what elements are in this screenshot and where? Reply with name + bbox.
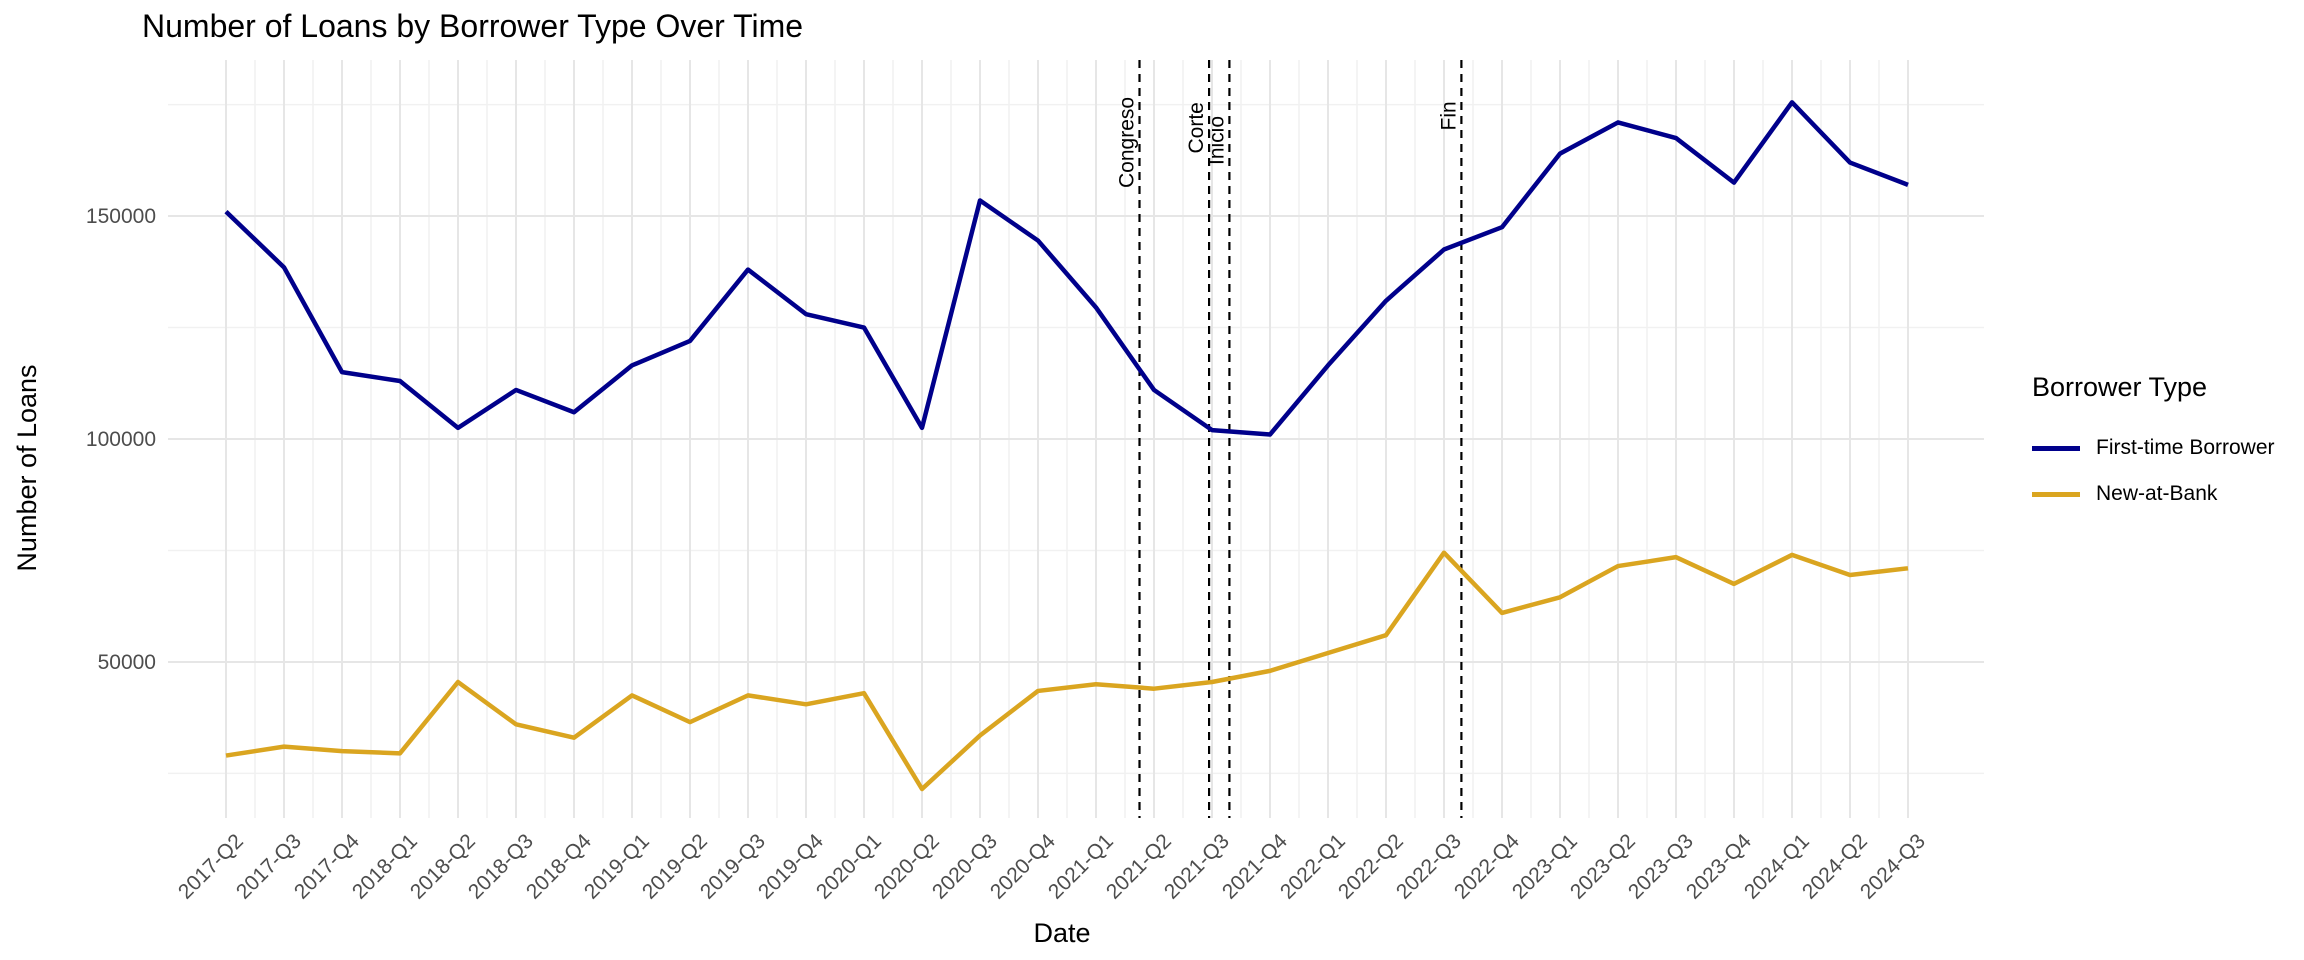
- annotation-label: Fin: [1437, 101, 1460, 130]
- x-tick-labels: 2017-Q22017-Q32017-Q42018-Q12018-Q22018-…: [174, 829, 1930, 903]
- x-tick-label: 2024-Q3: [1856, 830, 1930, 904]
- annotation-label: Inicio: [1205, 116, 1228, 165]
- legend-swatch: [2032, 491, 2080, 497]
- series-line-new-at-bank: [225, 550, 1909, 792]
- legend: Borrower Type First-time Borrower New-at…: [2032, 372, 2275, 517]
- y-tick-label: 100000: [86, 428, 156, 451]
- series-line-first-time-borrower: [224, 100, 1909, 437]
- annotation-label: Congreso: [1116, 97, 1139, 188]
- legend-swatch: [2032, 445, 2080, 451]
- major-gridlines: [168, 60, 1984, 818]
- y-tick-labels: 50000 100000 150000: [86, 205, 156, 674]
- series-lines: [224, 100, 1909, 792]
- y-axis-title: Number of Loans: [12, 364, 42, 571]
- legend-title: Borrower Type: [2032, 372, 2208, 402]
- legend-item-first-time-borrower: First-time Borrower: [2032, 425, 2275, 471]
- chart-title: Number of Loans by Borrower Type Over Ti…: [142, 8, 804, 44]
- y-tick-label: 150000: [86, 205, 156, 228]
- legend-label: First-time Borrower: [2096, 436, 2275, 459]
- minor-y-gridlines: [168, 103, 1984, 775]
- x-axis-title: Date: [1033, 918, 1090, 948]
- legend-item-new-at-bank: New-at-Bank: [2032, 471, 2275, 517]
- y-tick-label: 50000: [98, 651, 156, 674]
- annotation-label: Corte: [1185, 102, 1208, 153]
- legend-label: New-at-Bank: [2096, 482, 2218, 505]
